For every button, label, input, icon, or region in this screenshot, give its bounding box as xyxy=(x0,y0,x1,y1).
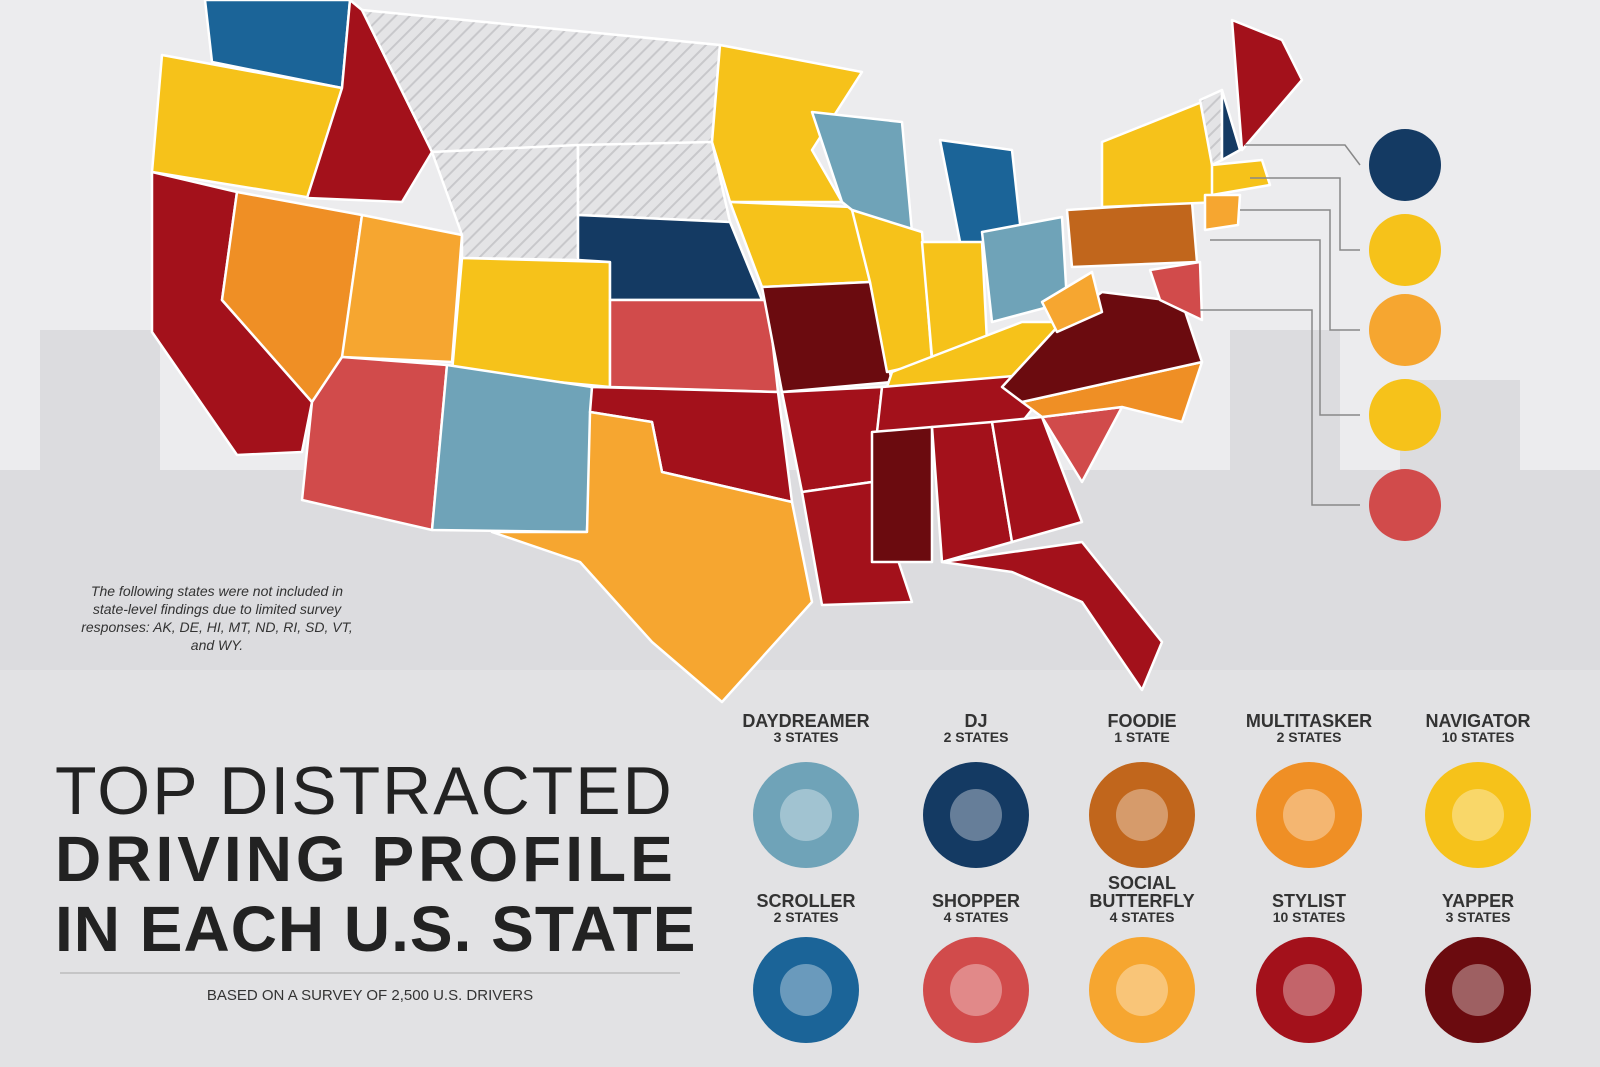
title-line: TOP DISTRACTED xyxy=(55,753,674,829)
legend-name: FOODIE xyxy=(1107,711,1177,731)
state-shape xyxy=(940,540,1164,692)
legend-name: DAYDREAMER xyxy=(742,711,870,731)
icon-glyph xyxy=(950,789,1002,841)
legend-item: SOCIAL BUTTERFLY 4 STATES xyxy=(1057,874,1227,925)
side-icon xyxy=(1369,129,1441,201)
legend-name: DJ xyxy=(964,711,988,731)
legend-count: 4 STATES xyxy=(943,909,1009,925)
us-map xyxy=(150,0,1304,704)
state-shape xyxy=(450,256,612,389)
icon-glyph xyxy=(780,964,832,1016)
legend-icon xyxy=(1425,762,1531,868)
state-shape xyxy=(1148,260,1204,322)
legend-count: 10 STATES xyxy=(1272,909,1346,925)
legend-count: 3 STATES xyxy=(773,729,839,745)
side-icon xyxy=(1369,379,1441,451)
side-icon xyxy=(1369,294,1441,366)
legend-item: SCROLLER 2 STATES xyxy=(721,892,891,925)
legend-count: 2 STATES xyxy=(773,909,839,925)
legend-name: STYLIST xyxy=(1271,891,1346,911)
legend-item: FOODIE 1 STATE xyxy=(1057,712,1227,745)
legend-name: SOCIAL BUTTERFLY xyxy=(1089,873,1195,911)
legend-item: YAPPER 3 STATES xyxy=(1393,892,1563,925)
state-shape xyxy=(608,298,780,394)
legend-count: 3 STATES xyxy=(1445,909,1511,925)
legend-item: SHOPPER 4 STATES xyxy=(891,892,1061,925)
legend-count: 2 STATES xyxy=(943,729,1009,745)
state-shape xyxy=(1040,270,1104,334)
icon-glyph xyxy=(1452,964,1504,1016)
legend-name: SHOPPER xyxy=(931,891,1021,911)
state-shape xyxy=(990,415,1084,544)
legend-count: 2 STATES xyxy=(1276,729,1342,745)
legend-name: SCROLLER xyxy=(756,891,856,911)
state-shape xyxy=(870,425,934,564)
legend-item: NAVIGATOR 10 STATES xyxy=(1393,712,1563,745)
legend-icon xyxy=(753,937,859,1043)
legend-name: YAPPER xyxy=(1441,891,1515,911)
icon-glyph xyxy=(950,964,1002,1016)
state-shape xyxy=(300,355,449,532)
state-shape xyxy=(1210,158,1272,197)
legend-icon xyxy=(1256,937,1362,1043)
state-shape xyxy=(430,363,594,534)
exclusion-note: The following states were not included i… xyxy=(81,583,353,653)
legend-icon xyxy=(923,762,1029,868)
state-shape xyxy=(1203,193,1242,232)
side-icon xyxy=(1369,214,1441,286)
legend-icon xyxy=(1256,762,1362,868)
legend-icon xyxy=(923,937,1029,1043)
legend-item: MULTITASKER 2 STATES xyxy=(1224,712,1394,745)
legend-item: DJ 2 STATES xyxy=(891,712,1061,745)
state-shape xyxy=(1065,200,1199,269)
icon-glyph xyxy=(780,789,832,841)
icon-glyph xyxy=(1452,789,1504,841)
side-icons xyxy=(1369,129,1441,541)
legend-icon xyxy=(1425,937,1531,1043)
connector-lines xyxy=(1200,144,1361,506)
legend-item: STYLIST 10 STATES xyxy=(1224,892,1394,925)
icon-glyph xyxy=(1283,964,1335,1016)
legend-icon xyxy=(1089,762,1195,868)
legend-icon xyxy=(753,762,859,868)
legend-name: MULTITASKER xyxy=(1245,711,1373,731)
icon-glyph xyxy=(1116,789,1168,841)
legend-count: 4 STATES xyxy=(1109,909,1175,925)
legend-count: 10 STATES xyxy=(1441,729,1515,745)
subtitle: BASED ON A SURVEY OF 2,500 U.S. DRIVERS xyxy=(206,987,534,1004)
state-shape xyxy=(1220,88,1242,162)
legend-count: 1 STATE xyxy=(1114,729,1170,745)
side-icon xyxy=(1369,469,1441,541)
legend-icon xyxy=(1089,937,1195,1043)
legend-icons xyxy=(753,762,1531,1043)
excluded-state xyxy=(576,140,732,224)
legend-item: DAYDREAMER 3 STATES xyxy=(721,712,891,745)
legend-name: NAVIGATOR xyxy=(1425,711,1531,731)
state-shape xyxy=(490,410,814,704)
icon-glyph xyxy=(1283,789,1335,841)
state-shape xyxy=(800,480,914,607)
state-shape xyxy=(1230,18,1304,152)
state-shape xyxy=(340,213,464,364)
title-line: DRIVING PROFILE xyxy=(55,823,677,895)
icon-glyph xyxy=(1116,964,1168,1016)
title-line: IN EACH U.S. STATE xyxy=(55,893,697,965)
